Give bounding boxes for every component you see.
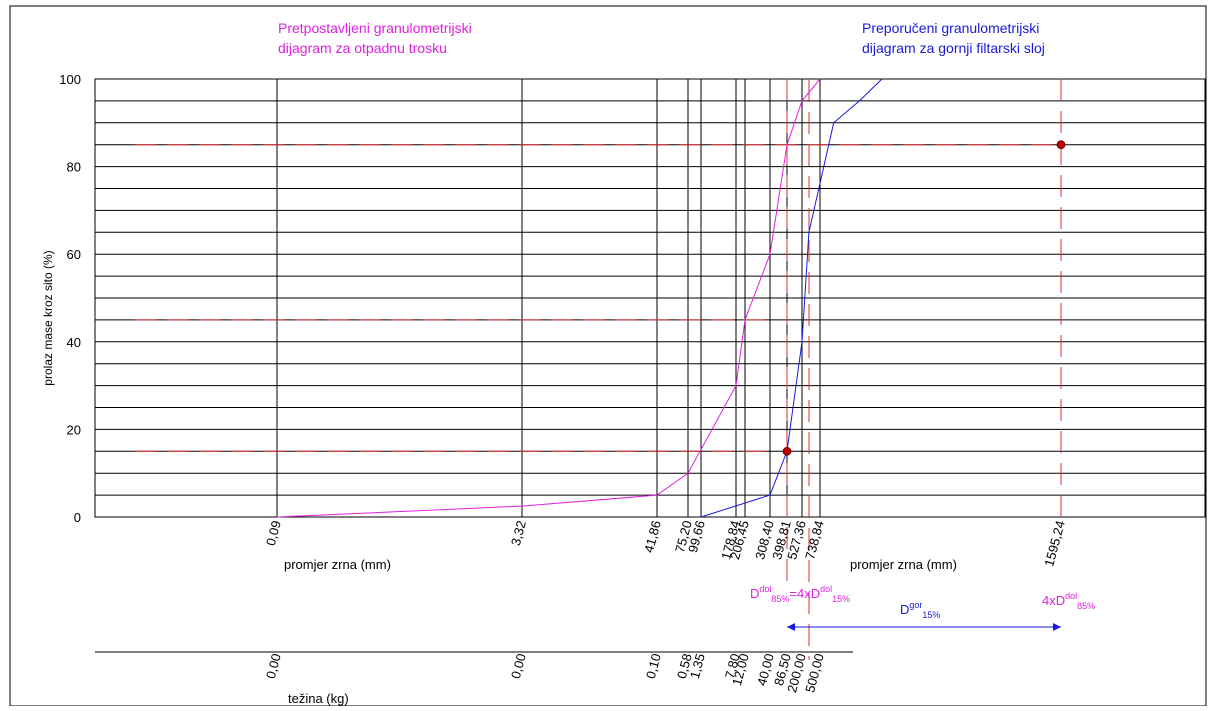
x-tick-label: 0,09 [263, 519, 284, 547]
y-tick-label: 0 [74, 510, 81, 525]
left-title-line2: dijagram za otpadnu trosku [278, 40, 447, 56]
reference-lines-horizontal [135, 144, 1061, 452]
x-axis-label-repeat: promjer zrna (mm) [850, 557, 957, 572]
weight-tick-label: 0,00 [263, 652, 284, 680]
series-lines [276, 78, 883, 518]
markers [782, 140, 1066, 456]
d85-equals-annotation: Ddol85%=4xDdol15% [750, 584, 850, 604]
weight-tick-label: 0,10 [643, 652, 664, 680]
outer-frame [9, 5, 1207, 707]
y-tick-label: 40 [67, 335, 81, 350]
x-tick-label: 1595,24 [1041, 519, 1068, 568]
y-tick-label: 100 [59, 72, 81, 87]
right-title-line1: Preporučeni granulometrijski [862, 20, 1039, 36]
right-title-line2: dijagram za gornji filtarski sloj [862, 40, 1045, 56]
data-marker [782, 446, 792, 456]
y-tick-label: 60 [67, 247, 81, 262]
weight-tick-label: 7,80 [722, 652, 743, 680]
x-axis-label: promjer zrna (mm) [284, 557, 391, 572]
weight-tick-label: 0,58 [674, 652, 695, 680]
weight-tick-label: 1,35 [687, 652, 708, 680]
weight-axis-label: težina (kg) [288, 691, 349, 706]
d-gor-range-arrow [787, 623, 1061, 631]
x-tick-label: 41,86 [641, 519, 664, 554]
series-line-magenta [276, 78, 821, 518]
y-tick-labels: 0 20 40 60 80 100 [59, 72, 81, 525]
y-tick-label: 80 [67, 160, 81, 175]
four-x-d85-annotation: 4xDdol85% [1042, 591, 1095, 611]
vertical-gridlines [276, 79, 821, 517]
x-tick-label: 3,32 [508, 519, 529, 547]
reference-lines-vertical [786, 79, 1062, 660]
y-tick-label: 20 [67, 422, 81, 437]
d-gor-annotation: Dgor15% [900, 600, 940, 620]
data-marker [1056, 140, 1066, 150]
weight-tick-label: 0,00 [508, 652, 529, 680]
horizontal-gridlines [95, 100, 1205, 496]
y-axis-label: prolaz mase kroz sito (%) [41, 250, 55, 385]
left-title-line1: Pretpostavljeni granulometrijski [278, 20, 472, 36]
series-line-blue [700, 78, 883, 518]
